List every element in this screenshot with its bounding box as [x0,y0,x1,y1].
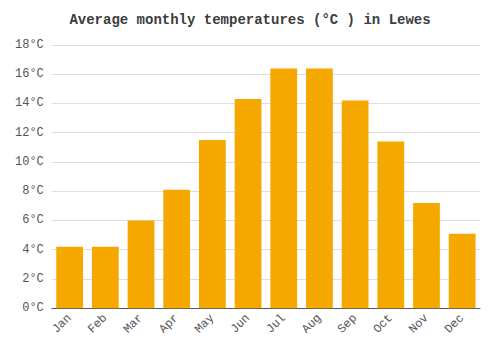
svg-text:2°C: 2°C [22,272,44,286]
svg-text:Sep: Sep [335,311,360,336]
svg-text:0°C: 0°C [22,301,44,315]
svg-text:Average monthly temperatures (: Average monthly temperatures (°C ) in Le… [69,12,430,28]
svg-text:May: May [192,311,217,336]
svg-text:18°C: 18°C [15,38,44,52]
svg-text:Jul: Jul [264,311,289,336]
svg-text:Aug: Aug [299,311,324,336]
svg-text:10°C: 10°C [15,155,44,169]
svg-text:Oct: Oct [371,311,396,336]
svg-text:Nov: Nov [406,311,431,336]
svg-text:Dec: Dec [442,311,467,336]
svg-text:4°C: 4°C [22,243,44,257]
svg-text:Jan: Jan [49,311,74,336]
svg-text:Mar: Mar [121,311,146,336]
svg-text:8°C: 8°C [22,184,44,198]
svg-text:Jun: Jun [228,311,253,336]
svg-text:6°C: 6°C [22,213,44,227]
svg-text:16°C: 16°C [15,67,44,81]
svg-text:12°C: 12°C [15,126,44,140]
svg-text:14°C: 14°C [15,96,44,110]
svg-text:Apr: Apr [156,311,181,336]
svg-text:Feb: Feb [85,311,110,336]
